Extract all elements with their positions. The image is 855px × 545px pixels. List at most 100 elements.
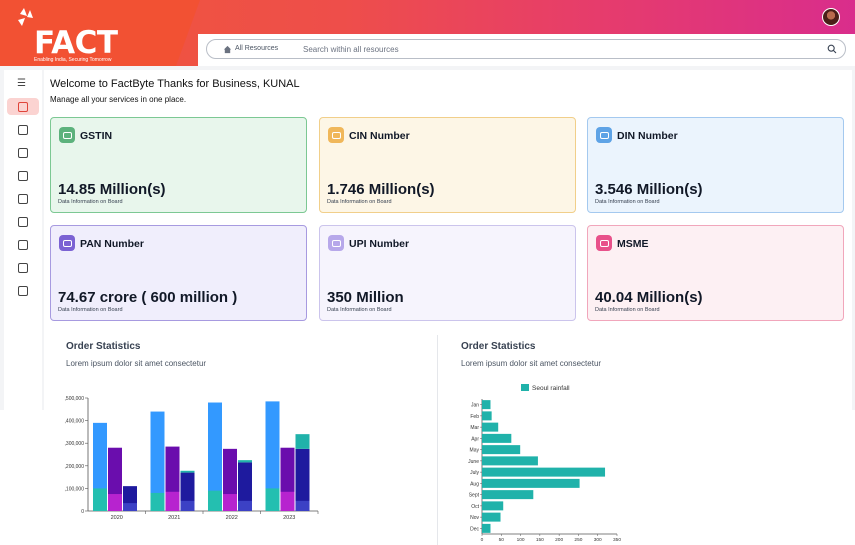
bar-series-c-base-2023 bbox=[295, 500, 310, 511]
order-statistics-subtitle-left: Lorem ipsum dolor sit amet consectetur bbox=[66, 359, 207, 368]
rain-bar-May bbox=[482, 445, 521, 455]
database-icon bbox=[18, 193, 28, 204]
search-box[interactable]: All Resources bbox=[206, 39, 846, 59]
card-title: UPI Number bbox=[349, 238, 410, 250]
x-tick-label: 2020 bbox=[111, 515, 123, 521]
stack-icon bbox=[18, 239, 28, 250]
card-caption: Data Information on Board bbox=[58, 307, 123, 313]
card-value: 350 Million bbox=[327, 289, 404, 306]
y-tick-label: Dec bbox=[470, 526, 479, 532]
stat-card-1[interactable]: GSTIN 14.85 Million(s) Data Information on… bbox=[50, 117, 307, 213]
x-tick-label: 250 bbox=[574, 537, 582, 543]
rain-bar-July bbox=[482, 467, 606, 477]
search-bar-area: All Resources bbox=[198, 34, 855, 66]
bar-series-c-cap-2022 bbox=[238, 460, 252, 463]
bar-series-c-base-2020 bbox=[123, 503, 137, 511]
rain-bar-Aug bbox=[482, 478, 580, 488]
sidebar-item-document[interactable] bbox=[7, 121, 39, 138]
bar-series-a-base-2020 bbox=[93, 488, 107, 511]
search-icon[interactable] bbox=[827, 44, 837, 54]
rain-bar-Dec bbox=[482, 523, 491, 533]
y-tick-label: Aug bbox=[470, 481, 479, 487]
rain-bar-Jan bbox=[482, 400, 491, 410]
bar-series-c-cap-2023 bbox=[295, 434, 310, 449]
y-tick-label: Nov bbox=[470, 515, 479, 521]
bar-series-a-2023 bbox=[265, 401, 280, 511]
y-tick-label: Mar bbox=[470, 425, 479, 431]
order-statistics-subtitle-right: Lorem ipsum dolor sit amet consectetur bbox=[461, 359, 602, 368]
bar-series-c-base-2021 bbox=[180, 500, 195, 511]
y-tick-label: Apr bbox=[471, 436, 479, 442]
logo-star-icon bbox=[18, 8, 33, 26]
rain-bar-Oct bbox=[482, 501, 504, 511]
rain-bar-Mar bbox=[482, 422, 499, 432]
card-title: GSTIN bbox=[80, 130, 113, 142]
gear-icon bbox=[18, 216, 28, 227]
user-avatar[interactable] bbox=[822, 8, 840, 26]
y-tick-label: ,500,000 bbox=[65, 396, 85, 402]
card-icon bbox=[328, 127, 344, 143]
bar-series-a-2021 bbox=[150, 411, 165, 511]
card-title: CIN Number bbox=[349, 130, 410, 142]
rain-bar-Apr bbox=[482, 433, 512, 443]
card-icon bbox=[59, 235, 75, 251]
card-caption: Data Information on Board bbox=[595, 307, 660, 313]
stat-card-2[interactable]: CIN Number 1.746 Million(s) Data Informati… bbox=[319, 117, 576, 213]
card-value: 3.546 Million(s) bbox=[595, 181, 703, 198]
y-tick-label: Feb bbox=[470, 414, 479, 420]
bar-series-b-base-2021 bbox=[165, 491, 180, 511]
legend-swatch bbox=[521, 384, 529, 391]
bar-series-c-2023 bbox=[295, 448, 310, 511]
card-caption: Data Information on Board bbox=[327, 199, 392, 205]
card-icon bbox=[328, 235, 344, 251]
card-value: 40.04 Million(s) bbox=[595, 289, 703, 306]
card-icon bbox=[59, 127, 75, 143]
order-statistics-title-left: Order Statistics bbox=[66, 341, 141, 352]
pen-icon bbox=[18, 285, 28, 296]
card-caption: Data Information on Board bbox=[58, 199, 123, 205]
y-tick-label: ,200,000 bbox=[65, 464, 85, 470]
sidebar-item-stack[interactable] bbox=[7, 236, 39, 253]
legend-label: Seoul rainfall bbox=[532, 385, 570, 392]
stat-card-5[interactable]: UPI Number 350 Million Data Information on… bbox=[319, 225, 576, 321]
bar-series-b-base-2020 bbox=[108, 494, 122, 511]
sidebar-item-pen[interactable] bbox=[7, 282, 39, 299]
form-icon bbox=[18, 170, 28, 181]
sidebar-item-dashboard[interactable] bbox=[7, 98, 39, 115]
x-tick-label: 350 bbox=[613, 537, 621, 543]
x-tick-label: 2021 bbox=[168, 515, 180, 521]
stat-card-6[interactable]: MSME 40.04 Million(s) Data Information on … bbox=[587, 225, 844, 321]
logo[interactable]: FACT Enabling India, Securing Tomorrow bbox=[0, 0, 200, 66]
sidebar-item-database[interactable] bbox=[7, 190, 39, 207]
id-card-icon bbox=[18, 147, 28, 158]
y-tick-label: ,400,000 bbox=[65, 419, 85, 425]
search-input[interactable] bbox=[303, 43, 823, 56]
card-title: MSME bbox=[617, 238, 649, 250]
monitor-icon bbox=[18, 262, 28, 273]
x-tick-label: 50 bbox=[499, 537, 505, 543]
sidebar-item-gear[interactable] bbox=[7, 213, 39, 230]
card-title: DIN Number bbox=[617, 130, 678, 142]
search-scope[interactable]: All Resources bbox=[235, 45, 279, 52]
x-tick-label: 300 bbox=[594, 537, 602, 543]
y-tick-label: July bbox=[470, 470, 479, 476]
sidebar-item-monitor[interactable] bbox=[7, 259, 39, 276]
hamburger-menu-icon[interactable]: ☰ bbox=[17, 78, 26, 89]
y-tick-label: Sept bbox=[469, 493, 480, 499]
sidebar-item-form[interactable] bbox=[7, 167, 39, 184]
sidebar-item-id-card[interactable] bbox=[7, 144, 39, 161]
bar-series-c-cap-2021 bbox=[180, 470, 195, 473]
y-tick-label: May bbox=[470, 448, 480, 454]
y-tick-label: ,300,000 bbox=[65, 441, 85, 447]
stat-card-4[interactable]: PAN Number 74.67 crore ( 600 million ) Dat… bbox=[50, 225, 307, 321]
bar-series-c-2022 bbox=[238, 462, 252, 511]
x-tick-label: 200 bbox=[555, 537, 563, 543]
card-value: 74.67 crore ( 600 million ) bbox=[58, 289, 238, 306]
dashboard-icon bbox=[18, 101, 28, 112]
y-tick-label: June bbox=[468, 459, 479, 465]
x-tick-label: 0 bbox=[481, 537, 484, 543]
stat-card-3[interactable]: DIN Number 3.546 Million(s) Data Informati… bbox=[587, 117, 844, 213]
panel-divider bbox=[437, 335, 438, 545]
home-icon[interactable] bbox=[223, 45, 232, 54]
